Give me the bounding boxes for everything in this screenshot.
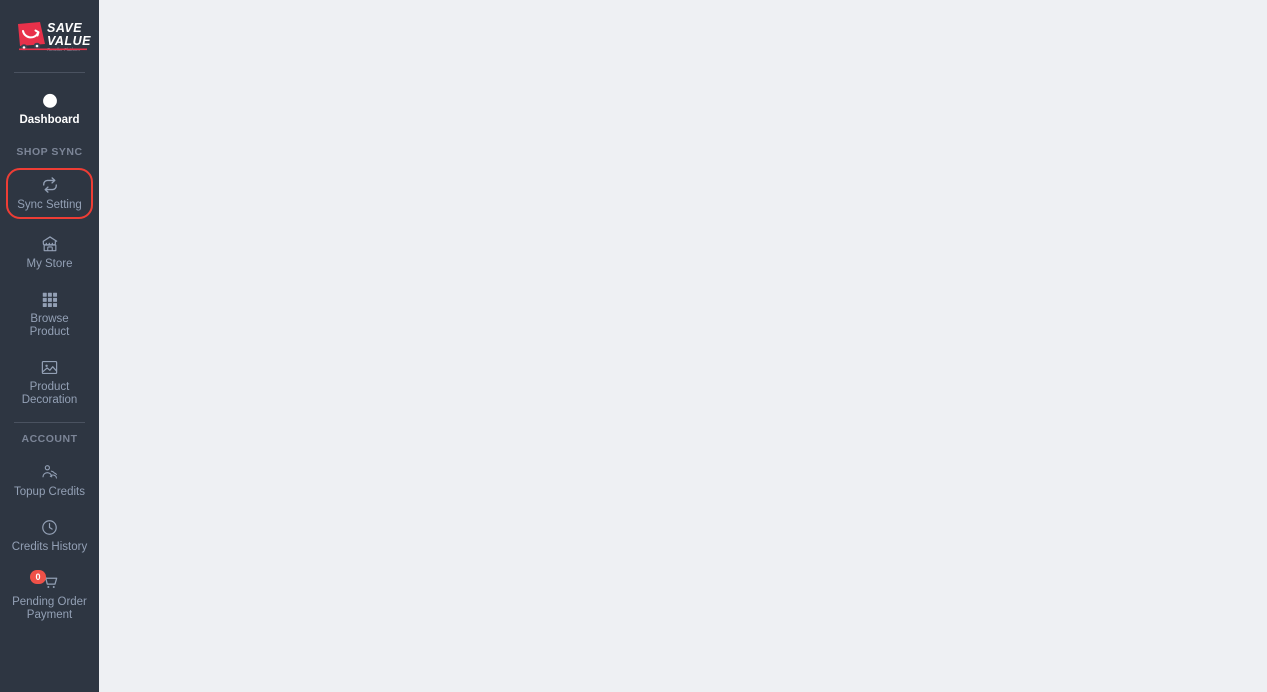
svg-text:SAVE: SAVE [47,21,82,35]
svg-text:VALUE: VALUE [47,34,91,48]
